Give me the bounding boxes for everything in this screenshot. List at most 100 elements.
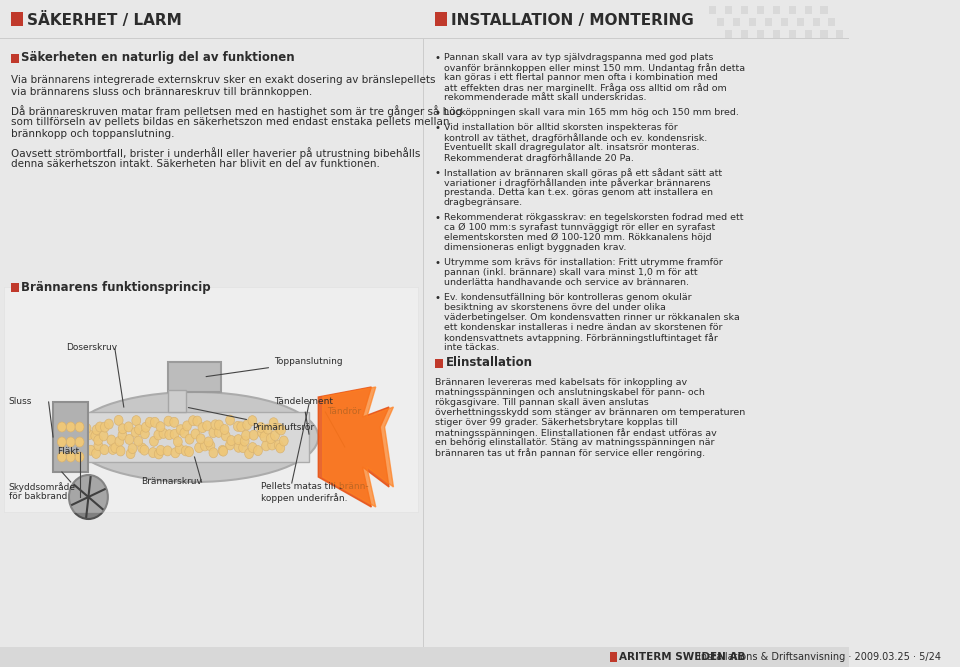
Circle shape [58,437,66,447]
Circle shape [118,424,127,434]
Circle shape [105,419,113,429]
Polygon shape [323,387,394,507]
Text: Via brännarens integrerade externskruv sker en exakt dosering av bränslepellets: Via brännarens integrerade externskruv s… [11,75,435,85]
Circle shape [234,442,243,452]
Polygon shape [709,6,716,14]
Circle shape [107,435,116,445]
Circle shape [125,434,133,444]
Circle shape [234,435,243,445]
Text: kontroll av täthet, dragförhållande och ev. kondensrisk.: kontroll av täthet, dragförhållande och … [444,133,708,143]
Circle shape [159,428,168,438]
Circle shape [214,428,223,438]
Circle shape [185,434,194,444]
Text: att effekten dras ner marginellt. Fråga oss alltid om råd om: att effekten dras ner marginellt. Fråga … [444,83,727,93]
Circle shape [271,431,279,441]
Text: INSTALLATION / MONTERING: INSTALLATION / MONTERING [451,13,694,27]
Circle shape [115,436,124,446]
Circle shape [126,449,135,459]
Circle shape [260,432,269,442]
Circle shape [132,416,141,426]
Circle shape [100,445,108,455]
Circle shape [256,422,265,432]
Text: rekommenderade mått skall underskridas.: rekommenderade mått skall underskridas. [444,93,646,102]
Circle shape [245,449,253,459]
Circle shape [198,423,206,433]
Text: underlätta handhavande och service av brännaren.: underlätta handhavande och service av br… [444,278,689,287]
Text: Rekommenderat dragförhållande 20 Pa.: Rekommenderat dragförhållande 20 Pa. [444,153,634,163]
Circle shape [204,437,213,447]
Circle shape [240,436,249,446]
Circle shape [268,440,276,450]
Circle shape [220,424,228,434]
Circle shape [75,437,84,447]
Circle shape [174,437,182,447]
Circle shape [188,416,198,426]
Circle shape [69,475,108,519]
Text: •: • [435,108,441,118]
Circle shape [96,422,105,432]
Circle shape [66,422,75,432]
Text: brännkopp och toppanslutning.: brännkopp och toppanslutning. [11,129,174,139]
Polygon shape [725,6,732,14]
Text: matningsspänningen. Elinstallationen får endast utföras av: matningsspänningen. Elinstallationen får… [435,428,717,438]
Polygon shape [756,6,764,14]
Polygon shape [780,18,788,26]
Text: Elinstallation: Elinstallation [445,356,533,370]
Polygon shape [828,18,835,26]
Text: kondensvattnets avtappning. Förbränningstluftintaget får: kondensvattnets avtappning. Förbrännings… [444,333,718,343]
Bar [0,647,849,667]
Circle shape [211,420,220,430]
Circle shape [263,424,273,434]
Circle shape [132,428,140,438]
Circle shape [140,429,149,439]
Text: koppen underifrån.: koppen underifrån. [261,493,348,503]
Circle shape [197,434,205,444]
Text: besiktning av skorstenens övre del under olika: besiktning av skorstenens övre del under… [444,303,665,312]
Polygon shape [319,387,389,507]
Circle shape [156,422,165,432]
Circle shape [99,431,108,441]
Bar [422,38,424,667]
Text: matningsspänningen och anslutningskabel för pann- och: matningsspänningen och anslutningskabel … [435,388,705,397]
Polygon shape [773,6,780,14]
Text: Lucköppningen skall vara min 165 mm hög och 150 mm bred.: Lucköppningen skall vara min 165 mm hög … [444,108,738,117]
Circle shape [237,422,246,432]
Circle shape [114,416,123,426]
Text: Installations & Driftsanvisning · 2009.03.25 · 5/24: Installations & Driftsanvisning · 2009.0… [699,652,942,662]
Text: som tillförseln av pellets bildas en säkerhetszon med endast enstaka pellets mel: som tillförseln av pellets bildas en säk… [11,117,449,127]
Circle shape [177,425,185,435]
Polygon shape [773,30,780,38]
Polygon shape [741,6,748,14]
Bar [168,390,185,412]
Circle shape [226,440,234,450]
Text: Brännarens funktionsprincip: Brännarens funktionsprincip [21,281,211,293]
Text: •: • [435,213,441,223]
Circle shape [248,416,257,426]
Polygon shape [804,30,811,38]
Text: kan göras i ett flertal pannor men ofta i kombination med: kan göras i ett flertal pannor men ofta … [444,73,718,82]
Circle shape [239,443,248,453]
Circle shape [165,430,174,440]
Text: Eventuellt skall dragregulator alt. insatsrör monteras.: Eventuellt skall dragregulator alt. insa… [444,143,699,152]
Text: Doserskruv: Doserskruv [66,342,117,352]
Text: Säkerheten en naturlig del av funktionen: Säkerheten en naturlig del av funktionen [21,51,295,65]
Text: brännaren tas ut från pannan för service eller rengöring.: brännaren tas ut från pannan för service… [435,448,705,458]
Circle shape [151,418,159,428]
Circle shape [191,429,200,439]
Text: ett kondenskar installeras i nedre ändan av skorstenen för: ett kondenskar installeras i nedre ändan… [444,323,722,332]
Circle shape [175,444,184,454]
Circle shape [91,431,100,441]
Circle shape [140,445,149,455]
Circle shape [66,452,75,462]
Circle shape [84,430,93,440]
Circle shape [206,441,215,451]
Circle shape [58,452,66,462]
Polygon shape [717,18,724,26]
Circle shape [134,425,143,434]
Bar [424,0,849,38]
Text: Brännaren levereras med kabelsats för inkoppling av: Brännaren levereras med kabelsats för in… [435,378,687,387]
Circle shape [180,428,189,438]
Circle shape [164,416,173,426]
Circle shape [116,446,125,456]
Text: Utrymme som krävs för installation: Fritt utrymme framför: Utrymme som krävs för installation: Frit… [444,258,723,267]
